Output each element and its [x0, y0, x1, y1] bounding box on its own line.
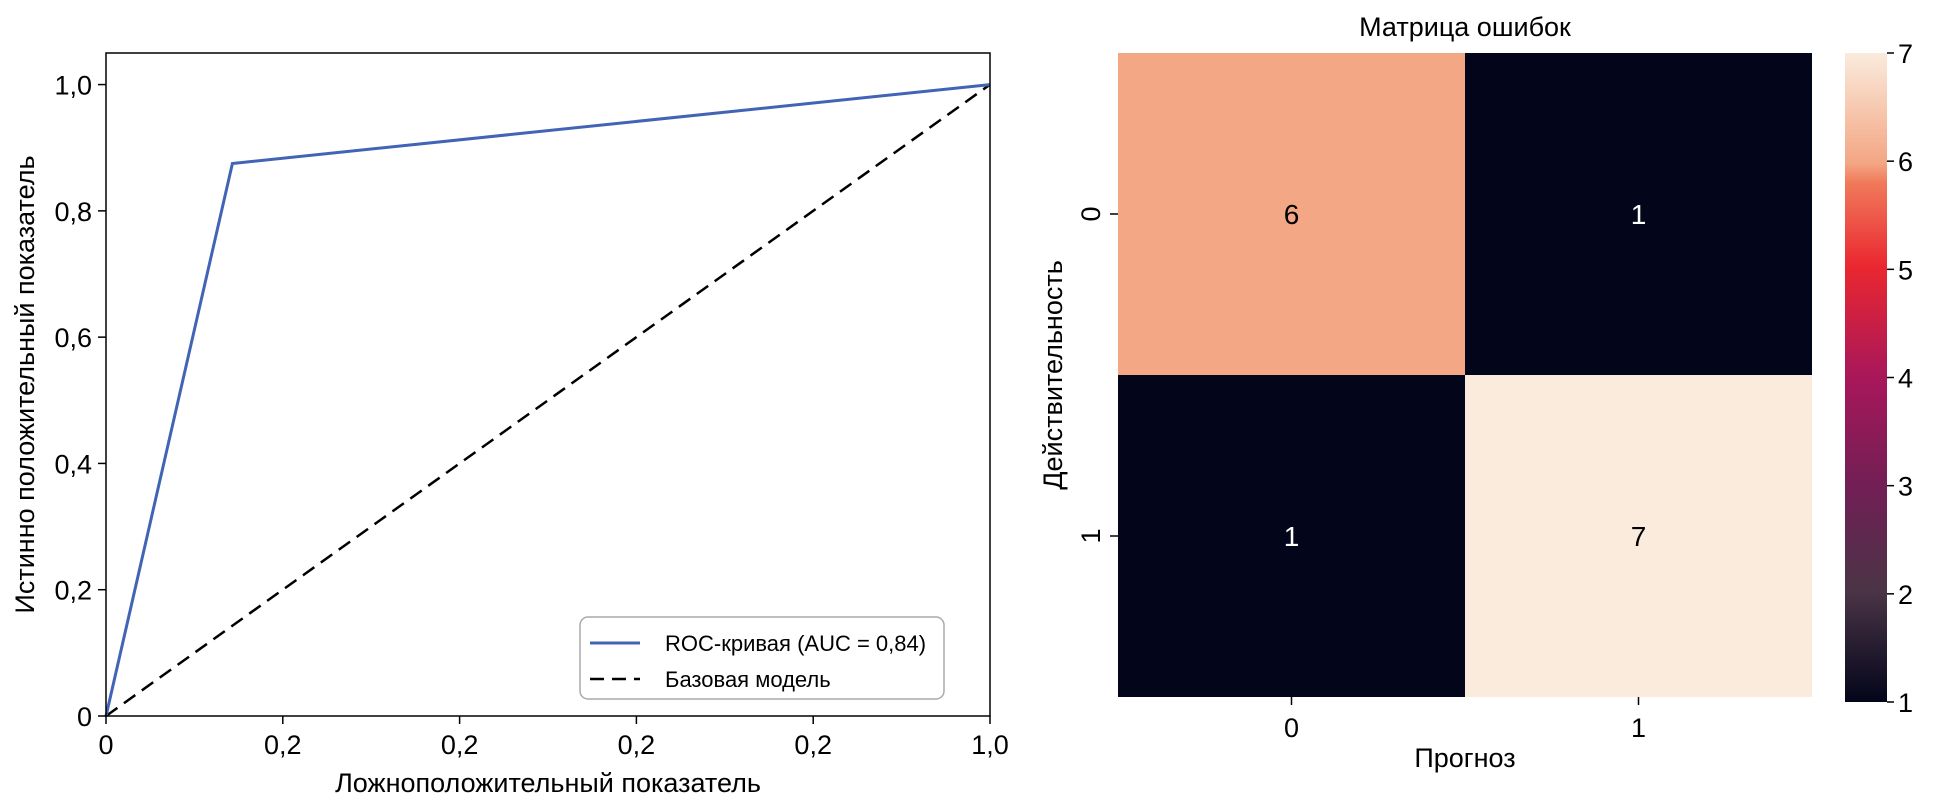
x-axis-label: Прогноз — [1414, 743, 1515, 773]
legend-box — [579, 616, 945, 700]
matrix-cell — [1118, 53, 1465, 375]
x-tick-label: 0,2 — [618, 730, 656, 760]
y-tick-label: 0,6 — [54, 323, 92, 353]
y-tick-label: 0 — [1076, 206, 1106, 221]
y-tick-label: 1,0 — [54, 71, 92, 101]
matrix-cell — [1465, 53, 1812, 375]
y-tick-label: 0,4 — [54, 449, 92, 479]
colorbar-tick-label: 6 — [1898, 147, 1913, 177]
y-tick-label: 0,2 — [54, 576, 92, 606]
colorbar — [1845, 53, 1887, 702]
y-tick-label: 1 — [1076, 528, 1106, 543]
x-tick-label: 1 — [1631, 713, 1646, 743]
legend-label: ROC-кривая (AUC = 0,84) — [665, 631, 926, 656]
x-tick-label: 0,2 — [794, 730, 832, 760]
x-tick-label: 0,2 — [264, 730, 302, 760]
series-line-1 — [105, 83, 991, 718]
roc-chart: 0 0,2 0,2 0,2 0,2 1,0 0 0,2 0,4 0,6 0,8 1,0 Ложнопол… — [10, 52, 1009, 798]
plot-frame — [105, 52, 991, 717]
colorbar-tick-label: 4 — [1898, 364, 1913, 394]
matrix-cell — [1465, 375, 1812, 697]
colorbar-tick-label: 2 — [1898, 580, 1913, 610]
cell-value: 6 — [1284, 199, 1300, 230]
colorbar-tick-label: 3 — [1898, 472, 1913, 502]
cell-value: 7 — [1631, 521, 1647, 552]
series-line-0 — [104, 83, 991, 717]
x-tick-label: 1,0 — [971, 730, 1009, 760]
x-tick-label: 0 — [1284, 713, 1299, 743]
y-axis-label: Истинно положительный показатель — [10, 155, 40, 613]
colorbar-tick-label: 7 — [1898, 39, 1913, 69]
colorbar-tick-label: 1 — [1898, 688, 1913, 718]
matrix-cell — [1118, 375, 1465, 697]
confusion-matrix-chart: 6 1 1 7 Матрица ошибок 0 1 0 1 Прогноз Действитель… — [1038, 12, 1913, 773]
cell-value: 1 — [1284, 521, 1300, 552]
y-tick-label: 0,8 — [54, 197, 92, 227]
y-axis-label: Действительность — [1038, 260, 1068, 490]
colorbar-tick-label: 5 — [1898, 255, 1913, 285]
legend-label: Базовая модель — [665, 667, 831, 692]
chart-title: Матрица ошибок — [1359, 12, 1571, 42]
cell-value: 1 — [1631, 199, 1647, 230]
x-tick-label: 0 — [98, 730, 113, 760]
legend: ROC-кривая (AUC = 0,84) Базовая модель — [579, 616, 945, 700]
x-axis-label: Ложноположительный показатель — [335, 768, 761, 798]
y-tick-label: 0 — [77, 702, 92, 732]
x-tick-label: 0,2 — [441, 730, 479, 760]
